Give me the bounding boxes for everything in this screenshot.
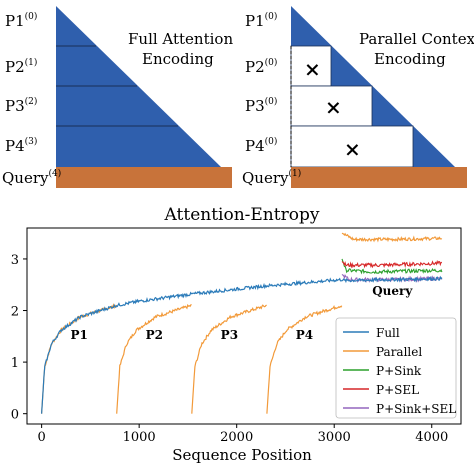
full-attention-panel: Full Attention Encoding P1(0) P2(1) P3(2… [2, 6, 233, 188]
full-query-band [56, 167, 232, 188]
x-tick-label: 1000 [123, 430, 156, 445]
x-axis-label: Sequence Position [172, 446, 312, 464]
y-tick-label: 1 [11, 356, 19, 371]
parallel-row-label-p4: P4(0) [245, 136, 277, 155]
segment-label-query: Query [372, 284, 413, 298]
series-line-parallel [341, 232, 443, 243]
y-tick-label: 2 [11, 305, 19, 320]
series-line-parallel [116, 303, 192, 414]
full-row-p3-sup: (2) [25, 96, 38, 107]
full-row-label-p2: P2(1) [5, 57, 37, 76]
parallel-row-p3-sup: (0) [265, 96, 278, 107]
full-row-p1-base: P1 [5, 12, 25, 30]
segment-label-p3: P3 [221, 328, 238, 342]
full-row-label-p4: P4(3) [5, 136, 37, 155]
chart-segment-labels: P1 P2 P3 P4 Query [70, 284, 413, 342]
parallel-row-label-p2: P2(0) [245, 57, 277, 76]
full-row-p4-sup: (3) [25, 136, 38, 147]
series-line-full [41, 275, 443, 414]
parallel-row-label-query: Query(1) [242, 168, 301, 187]
x-tick-label: 0 [37, 430, 45, 445]
parallel-row-p2-base: P2 [245, 58, 265, 76]
mask-symbol-p4: × [344, 137, 361, 161]
segment-label-p2: P2 [146, 328, 163, 342]
full-row-p3-base: P3 [5, 97, 25, 115]
legend-items: Full Parallel P+Sink P+SEL P+Sink+SEL [343, 326, 456, 416]
plot-frame [26, 227, 462, 425]
series-line-parallel [266, 304, 343, 414]
y-tick-label: 3 [11, 253, 19, 268]
parallel-title-line1: Parallel Context [359, 30, 474, 48]
full-row-query-base: Query [2, 169, 49, 187]
full-row-label-p3: P3(2) [5, 96, 37, 115]
x-tick-label: 4000 [415, 430, 448, 445]
series-line-parallel [191, 304, 267, 414]
legend-label-p-sel: P+SEL [376, 383, 419, 397]
full-row-query-sup: (4) [48, 168, 61, 179]
legend-label-full: Full [376, 326, 400, 340]
parallel-row-p1-sup: (0) [265, 11, 278, 22]
parallel-row-p3-base: P3 [245, 97, 265, 115]
full-row-label-p1: P1(0) [5, 11, 37, 30]
parallel-row-query-base: Query [242, 169, 289, 187]
parallel-row-query-sup: (1) [288, 168, 301, 179]
mask-symbol-p2: × [304, 57, 321, 81]
parallel-row-p1-base: P1 [245, 12, 265, 30]
chart-legend: Full Parallel P+Sink P+SEL P+Sink+SEL [335, 317, 457, 419]
chart-title: Attention-Entropy [164, 205, 320, 225]
segment-label-p4: P4 [296, 328, 313, 342]
parallel-row-label-p3: P3(0) [245, 96, 277, 115]
series-line-parallel [41, 303, 117, 414]
full-row-p4-base: P4 [5, 137, 25, 155]
full-row-label-query: Query(4) [2, 168, 61, 187]
parallel-row-p4-base: P4 [245, 137, 265, 155]
full-title-line1: Full Attention [128, 30, 233, 48]
legend-label-parallel: Parallel [376, 345, 422, 359]
parallel-encoding-panel: × × × Parallel Context Encoding P1(0) P2… [242, 6, 474, 188]
full-row-p2-base: P2 [5, 58, 25, 76]
parallel-row-p2-sup: (0) [265, 57, 278, 68]
full-row-p1-sup: (0) [25, 11, 38, 22]
full-attention-triangle [56, 6, 221, 167]
parallel-row-label-p1: P1(0) [245, 11, 277, 30]
full-title-line2: Encoding [142, 50, 214, 68]
parallel-title-line2: Encoding [374, 50, 446, 68]
parallel-mask-block-p2 [290, 45, 332, 87]
entropy-chart: Attention-Entropy 0 1000 2000 3000 40000123 … [11, 205, 462, 464]
parallel-query-band [291, 167, 467, 188]
series-line-p-sel [341, 259, 442, 269]
full-row-p2-sup: (1) [25, 57, 38, 68]
legend-label-p-sink: P+Sink [376, 364, 422, 378]
series-line-p-sink [341, 258, 443, 275]
x-tick-label: 2000 [220, 430, 253, 445]
x-tick-label: 3000 [318, 430, 351, 445]
y-tick-label: 0 [11, 408, 19, 423]
segment-label-p1: P1 [70, 328, 87, 342]
parallel-row-p4-sup: (0) [265, 136, 278, 147]
chart-ticks: 0 1000 2000 3000 4000 0 1 2 3 [11, 253, 449, 445]
mask-symbol-p3: × [325, 95, 342, 119]
chart-lines [41, 232, 443, 414]
legend-box [335, 317, 457, 419]
parallel-mask-block-p3 [290, 85, 373, 127]
legend-label-p-sink-sel: P+Sink+SEL [376, 402, 456, 416]
